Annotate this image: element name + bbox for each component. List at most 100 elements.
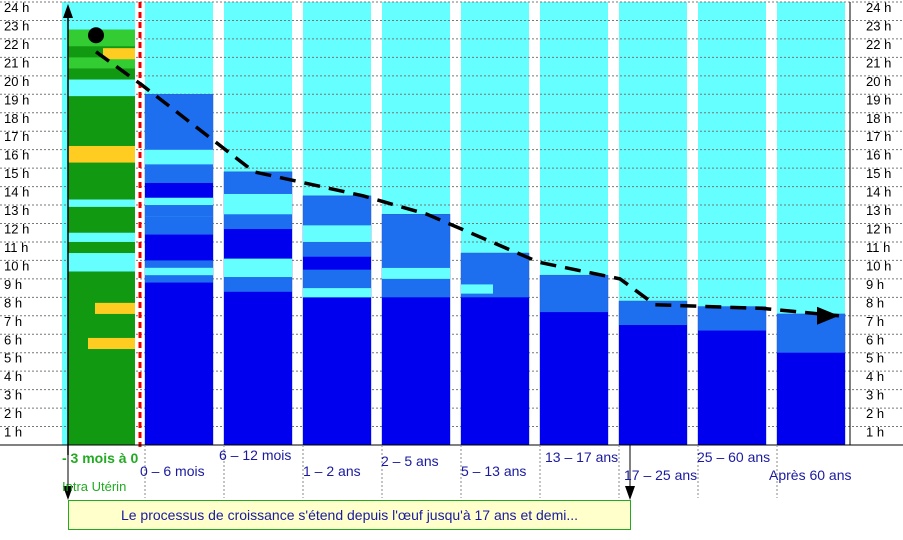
y-tick-label-left: 17 h	[4, 129, 29, 144]
bar-wake-band	[145, 149, 213, 165]
y-tick-label-right: 22 h	[866, 37, 891, 52]
y-tick-label-left: 24 h	[4, 0, 29, 15]
prenatal-sublabel: Intra Utérin	[62, 479, 126, 494]
y-tick-label-right: 3 h	[866, 388, 884, 403]
bar-deep-sleep	[540, 312, 608, 445]
category-label: 13 – 17 ans	[545, 449, 618, 465]
bar-wake-band	[224, 193, 292, 215]
category-label: 25 – 60 ans	[697, 449, 770, 465]
prenatal-orange-band	[88, 337, 135, 350]
y-tick-label-left: 8 h	[4, 295, 22, 310]
y-tick-label-left: 7 h	[4, 314, 22, 329]
bar-deep-sleep	[303, 297, 371, 445]
y-tick-label-right: 2 h	[866, 406, 884, 421]
prenatal-orange-band	[103, 48, 135, 60]
y-tick-label-left: 1 h	[4, 425, 22, 440]
y-tick-label-left: 16 h	[4, 148, 29, 163]
bar-deep-sleep	[382, 297, 450, 445]
y-tick-label-right: 17 h	[866, 129, 891, 144]
bar-deep-band	[145, 234, 213, 261]
y-tick-label-right: 5 h	[866, 351, 884, 366]
category-label: Après 60 ans	[769, 467, 852, 483]
bar-wake-band	[224, 258, 292, 278]
y-tick-label-right: 13 h	[866, 203, 891, 218]
y-tick-label-right: 1 h	[866, 425, 884, 440]
y-tick-label-right: 4 h	[866, 369, 884, 384]
bar-wake-band	[382, 267, 450, 279]
column-gap	[450, 2, 461, 445]
y-tick-label-right: 18 h	[866, 111, 891, 126]
prenatal-wake-band	[68, 199, 135, 207]
column-gap	[213, 2, 224, 445]
y-tick-label-right: 6 h	[866, 332, 884, 347]
prenatal-wake-band	[68, 253, 135, 272]
prenatal-orange-band	[68, 145, 135, 163]
y-tick-label-left: 6 h	[4, 332, 22, 347]
prenatal-wake-band	[68, 232, 135, 242]
bar-light-band	[145, 164, 213, 183]
bar-deep-sleep	[698, 330, 766, 445]
y-tick-label-right: 11 h	[866, 240, 890, 255]
bar-wake-band	[303, 288, 371, 298]
prenatal-label: - 3 mois à 0	[62, 450, 138, 466]
bar-deep-band	[303, 256, 371, 270]
category-label: 17 – 25 ans	[624, 467, 697, 483]
category-label: 1 – 2 ans	[303, 463, 361, 479]
bar-deep-sleep	[461, 297, 529, 445]
bar-deep-sleep	[224, 291, 292, 445]
y-tick-label-right: 21 h	[866, 55, 891, 70]
bar-deep-sleep	[145, 282, 213, 445]
trend-start-point	[88, 27, 104, 44]
y-tick-label-right: 23 h	[866, 18, 891, 33]
bar-light-band	[382, 243, 450, 268]
y-tick-label-left: 18 h	[4, 111, 29, 126]
bar-wake-band	[303, 225, 371, 242]
bar-deep-sleep	[777, 352, 845, 445]
y-tick-label-left: 19 h	[4, 92, 29, 107]
y-tick-label-left: 13 h	[4, 203, 29, 218]
bar-deep-sleep	[619, 325, 687, 445]
category-label: 6 – 12 mois	[219, 447, 291, 463]
column-gap	[766, 2, 777, 445]
y-tick-label-left: 3 h	[4, 388, 22, 403]
y-tick-label-right: 15 h	[866, 166, 891, 181]
y-axis-left-arrow	[63, 4, 73, 18]
y-tick-label-left: 23 h	[4, 18, 29, 33]
trend-arrowhead	[817, 306, 839, 325]
category-label: 2 – 5 ans	[381, 453, 439, 469]
y-tick-label-right: 19 h	[866, 92, 891, 107]
column-gap	[529, 2, 540, 445]
y-tick-label-left: 10 h	[4, 258, 29, 273]
range-guide-left-arrow	[63, 486, 73, 500]
category-label: 0 – 6 mois	[140, 463, 205, 479]
category-label: 5 – 13 ans	[461, 463, 526, 479]
y-tick-label-right: 24 h	[866, 0, 891, 15]
y-tick-label-left: 2 h	[4, 406, 22, 421]
y-tick-label-left: 15 h	[4, 166, 29, 181]
y-tick-label-right: 20 h	[866, 74, 891, 89]
y-tick-label-left: 14 h	[4, 185, 29, 200]
y-tick-label-right: 8 h	[866, 295, 884, 310]
y-tick-label-right: 7 h	[866, 314, 884, 329]
bar-wake-band	[145, 267, 213, 276]
y-tick-label-left: 12 h	[4, 222, 29, 237]
y-tick-label-left: 9 h	[4, 277, 22, 292]
y-tick-label-left: 4 h	[4, 369, 22, 384]
growth-annotation: Le processus de croissance s'étend depui…	[68, 500, 631, 530]
y-tick-label-left: 11 h	[4, 240, 28, 255]
prenatal-light-band	[68, 57, 135, 69]
trend-line	[94, 50, 840, 318]
bar-deep-band	[224, 229, 292, 259]
y-tick-label-left: 20 h	[4, 74, 29, 89]
bar-light-band	[145, 205, 213, 217]
y-tick-label-right: 12 h	[866, 222, 891, 237]
bar-wake-band	[461, 284, 493, 294]
prenatal-orange-band	[95, 302, 135, 314]
bar-deep-band	[145, 182, 213, 198]
y-tick-label-left: 5 h	[4, 351, 22, 366]
y-tick-label-left: 21 h	[4, 55, 29, 70]
y-tick-label-left: 22 h	[4, 37, 29, 52]
range-guide-right-arrow	[625, 486, 635, 500]
